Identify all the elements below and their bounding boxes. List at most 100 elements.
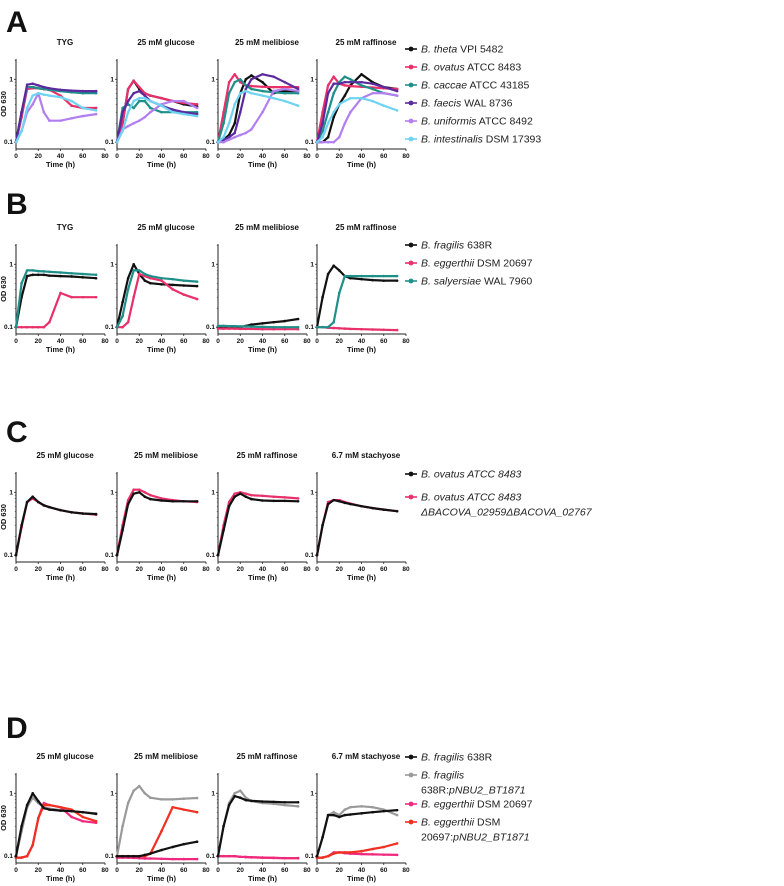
data-point [272,85,275,89]
data-point [132,106,135,110]
data-point [395,328,399,332]
y-tick-label: 1 [310,790,314,797]
legend-label-segment: B. fragilis [421,770,465,782]
series-0 [216,789,300,858]
series-line [14,269,97,328]
data-point [360,84,363,87]
y-tick-label: 1 [211,76,215,83]
data-point [233,327,236,330]
data-point [94,273,98,277]
series-1 [14,495,98,557]
x-axis-label: Time (h) [248,160,278,169]
y-tick-label: 1 [110,790,114,797]
legend-marker-dot [408,260,414,266]
legend-label-segment: B. faecis [421,98,462,110]
data-point [382,104,386,108]
data-point [36,325,40,329]
x-tick-label: 80 [202,153,210,160]
data-point [371,274,374,278]
legend-label-segment: B. fragilis [421,752,465,764]
data-point [360,96,363,100]
legend-item: B. eggerthii DSM 20697 [405,258,533,270]
data-point [132,91,135,95]
data-point [59,271,62,274]
data-point [216,327,220,330]
series-5 [216,89,300,144]
data-point [371,82,374,86]
data-point [360,852,363,856]
data-point [326,135,330,139]
x-tick-label: 0 [315,153,319,160]
legend-label: B. theta VPI 5482 [421,44,503,56]
x-tick-label: 0 [315,338,319,345]
data-point [326,84,330,87]
x-tick-label: 0 [14,566,18,573]
data-point [371,847,374,851]
data-point [337,327,341,330]
data-point [195,297,199,301]
y-tick-label: 1 [310,261,314,268]
x-tick-label: 40 [57,153,65,160]
legend-label-segment: B. ovatus ATCC 8483 [421,469,522,481]
legend-item: B. fragilis 638R [405,752,493,764]
data-point [42,273,46,277]
legend-label-segment: 638R [464,240,492,252]
data-point [349,77,352,81]
data-point [321,325,324,329]
data-point [296,497,300,500]
data-point [272,800,275,804]
legend-item: B. uniformis ATCC 8492 [405,116,533,128]
series-line [315,499,398,556]
data-point [31,495,34,499]
data-point [296,87,300,91]
data-point [272,856,275,860]
y-tick-label: 0.1 [305,853,314,860]
data-point [283,99,287,103]
data-point [296,856,300,860]
legend-marker-dot [408,819,414,825]
data-point [94,819,98,823]
data-point [132,79,135,82]
y-axis-label: OD 630 [0,805,8,831]
data-point [349,80,352,84]
data-point [81,89,85,93]
x-tick-label: 40 [259,566,267,573]
data-point [349,276,352,280]
x-tick-label: 40 [158,338,166,345]
data-point [349,110,352,114]
x-axis-label: Time (h) [46,345,76,354]
series-3 [315,808,399,858]
y-tick-label: 0.1 [105,139,114,146]
data-point [315,140,319,144]
x-tick-label: 80 [202,338,210,345]
y-tick-label: 0.1 [4,552,13,559]
series-2 [216,854,300,860]
legend-marker-dot [408,242,414,248]
legend-label-segment: 20697: [421,832,453,844]
data-point [326,140,330,144]
x-tick-label: 40 [358,867,366,874]
data-point [143,495,147,499]
data-point [250,497,253,501]
data-point [31,94,34,97]
data-point [343,808,347,811]
data-point [222,824,225,828]
data-point [195,857,199,861]
data-point [36,269,40,273]
plot-D-1: 25 mM glucose 1 0.10 20 40 60 80 Time (h) OD 630 [0,752,109,883]
data-point [195,112,199,116]
x-tick-label: 80 [303,867,311,874]
data-point [261,327,264,331]
data-point [321,140,324,144]
data-point [81,819,85,823]
data-point [222,121,225,125]
data-point [143,272,147,276]
panel-label-B: B [6,188,28,221]
x-tick-label: 20 [35,338,43,345]
x-tick-label: 0 [315,566,319,573]
data-point [343,94,347,97]
series-1 [216,327,300,331]
data-point [149,857,152,860]
